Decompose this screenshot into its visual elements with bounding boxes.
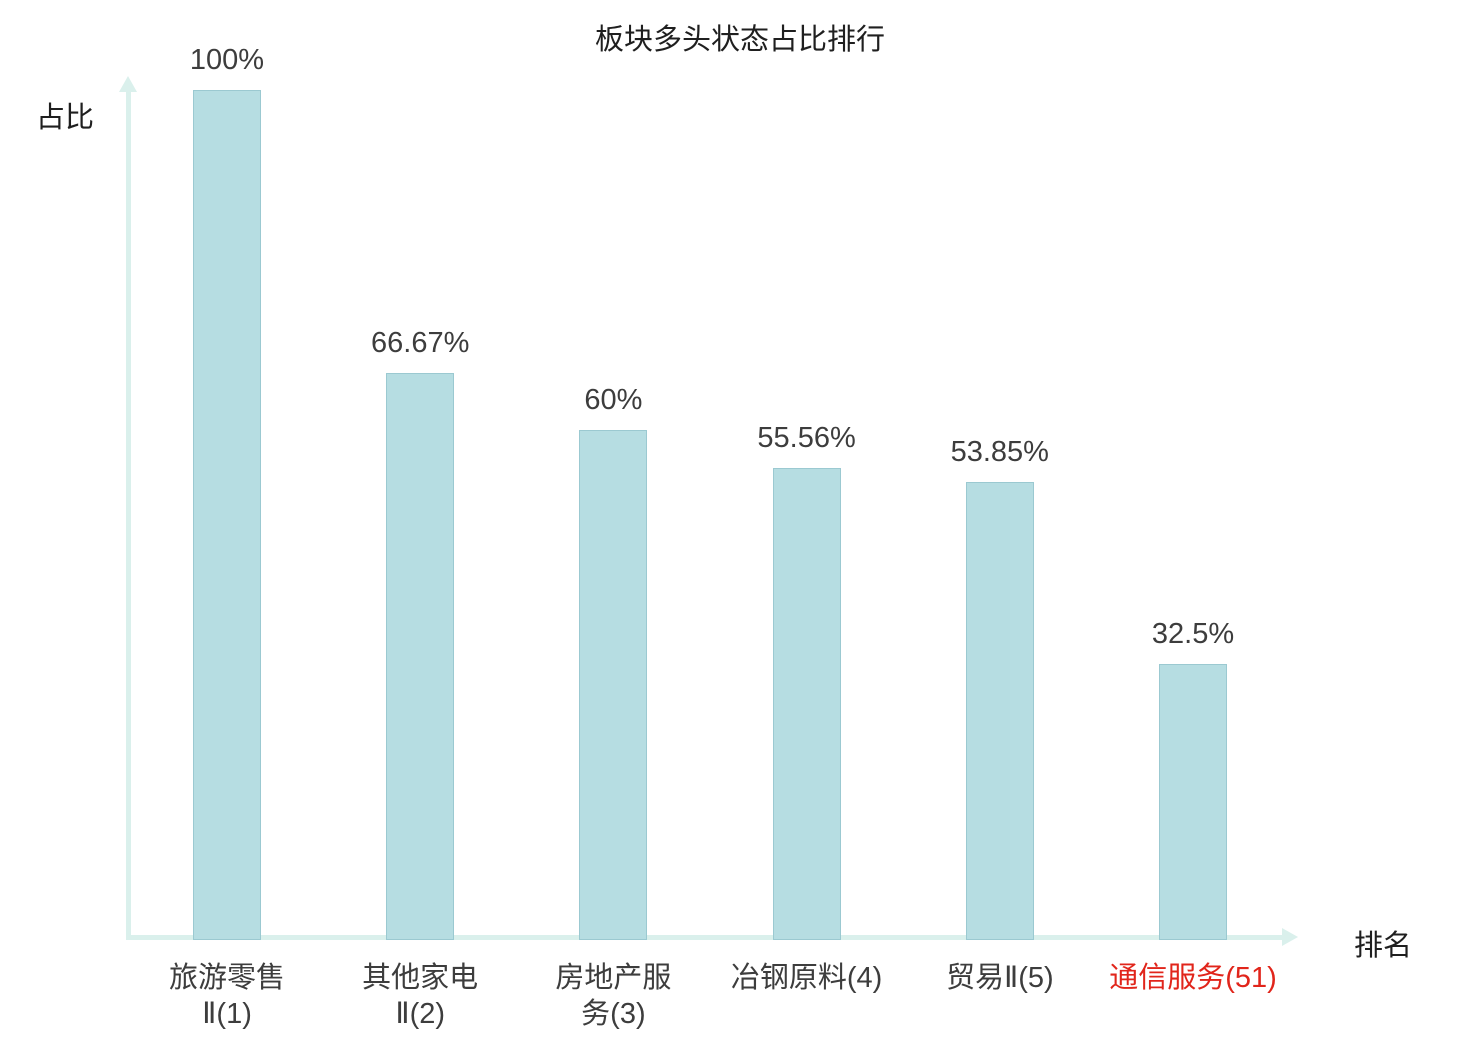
- bar: [772, 467, 841, 940]
- bar: [579, 430, 648, 940]
- x-axis-line: [126, 935, 1284, 940]
- category-label: 贸易Ⅱ(5): [945, 962, 1054, 994]
- bar: [1159, 663, 1227, 940]
- category-label: 通信服务(51): [1109, 962, 1277, 994]
- y-axis-line: [126, 88, 131, 938]
- bar-value-label: 60%: [584, 384, 643, 416]
- bar: [193, 90, 261, 940]
- bar: [965, 482, 1034, 940]
- bar-value-label: 32.5%: [1151, 617, 1235, 650]
- y-axis-arrow-icon: [119, 76, 137, 92]
- category-label: 冶钢原料(4): [730, 962, 883, 994]
- bar-value-label: 66.67%: [371, 327, 470, 360]
- x-axis-label: 排名: [1354, 930, 1413, 962]
- bar-value-label: 100%: [189, 44, 265, 76]
- chart-title: 板块多头状态占比排行: [594, 24, 885, 56]
- x-axis-arrow-icon: [1282, 928, 1298, 946]
- bar-value-label: 53.85%: [950, 436, 1049, 469]
- category-label: 旅游零售 Ⅱ(1): [168, 962, 285, 1031]
- category-label: 房地产服 务(3): [555, 962, 672, 1031]
- category-label: 其他家电 Ⅱ(2): [362, 962, 479, 1031]
- y-axis-label: 占比: [36, 102, 95, 134]
- bar-value-label: 55.56%: [757, 421, 856, 454]
- bar: [386, 373, 455, 940]
